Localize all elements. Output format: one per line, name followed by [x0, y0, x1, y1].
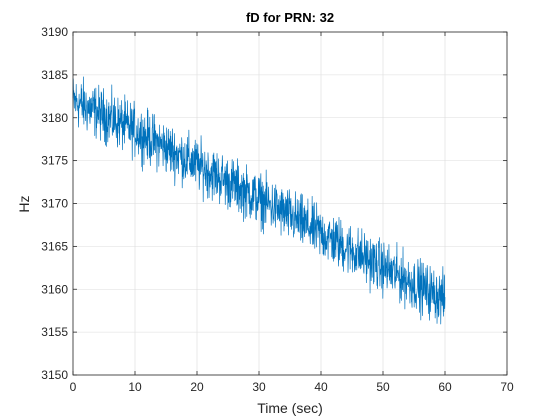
- chart-title: fD for PRN: 32: [246, 10, 334, 25]
- x-tick-label: 10: [128, 380, 142, 394]
- series-line: [72, 76, 446, 325]
- y-tick-label: 3155: [41, 325, 68, 339]
- y-tick-label: 3160: [41, 282, 68, 296]
- y-axis-label: Hz: [16, 195, 32, 212]
- x-axis-label: Time (sec): [257, 400, 323, 416]
- x-tick-label: 20: [190, 380, 204, 394]
- y-tick-label: 3190: [41, 25, 68, 39]
- x-tick-label: 60: [438, 380, 452, 394]
- y-tick-label: 3165: [41, 239, 68, 253]
- y-tick-label: 3180: [41, 111, 68, 125]
- axis-ticks: [72, 31, 508, 376]
- y-tick-label: 3150: [41, 368, 68, 382]
- x-tick-label: 30: [252, 380, 266, 394]
- y-tick-label: 3185: [41, 68, 68, 82]
- y-tick-label: 3175: [41, 154, 68, 168]
- series-layer: [72, 76, 446, 325]
- x-tick-label: 50: [376, 380, 390, 394]
- x-tick-label: 70: [500, 380, 514, 394]
- x-tick-label: 40: [314, 380, 328, 394]
- y-tick-label: 3170: [41, 197, 68, 211]
- tick-labels: 0 10 20 30 40 50 60 70 3150 3155 3160 3165 3170 3175 3…: [41, 25, 514, 394]
- x-tick-label: 0: [70, 380, 77, 394]
